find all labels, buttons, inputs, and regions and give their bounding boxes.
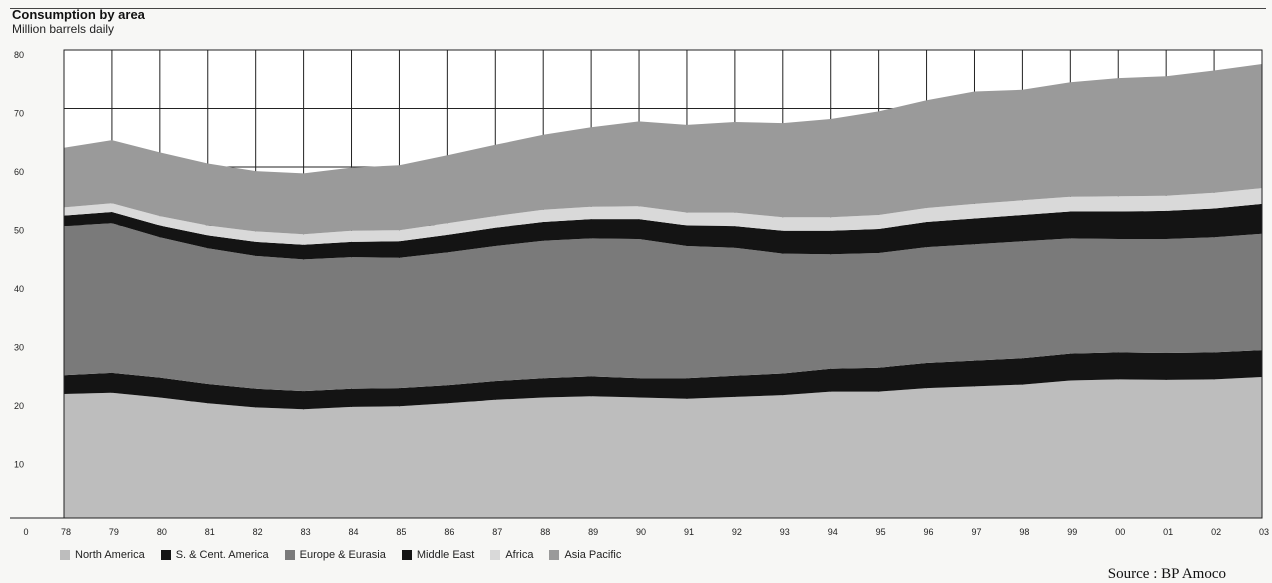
x-tick-label: 94	[828, 527, 838, 537]
legend-swatch-north-america	[60, 550, 70, 560]
legend-label: Middle East	[416, 549, 475, 561]
legend-label: Europe & Eurasia	[299, 549, 386, 561]
x-tick-label: 98	[1019, 527, 1029, 537]
y-tick-label: 10	[14, 460, 24, 470]
y-tick-label: 20	[14, 401, 24, 411]
legend-item-asia-pacific: Asia Pacific	[549, 549, 621, 561]
area-series-s-cent-america	[64, 350, 1262, 410]
legend-item-s-cent-america: S. & Cent. America	[160, 549, 269, 561]
legend-swatch-africa	[490, 550, 501, 560]
legend-item-africa: Africa	[490, 549, 533, 561]
x-tick-label: 81	[205, 527, 215, 537]
x-tick-label: 86	[444, 527, 454, 537]
x-tick-label: 95	[876, 527, 886, 537]
x-tick-label: 82	[253, 527, 263, 537]
legend-label: Africa	[505, 549, 534, 561]
x-tick-label: 0	[23, 527, 28, 537]
area-series-europe-eurasia	[64, 223, 1262, 392]
x-tick-label: 90	[636, 527, 646, 537]
area-chart: 10 20 30 40 50 60 70 80 0 78 79 80 81 82 83 84 85 86 87 88 8…	[10, 49, 1269, 537]
x-tick-label: 93	[780, 527, 790, 537]
x-tick-label: 87	[492, 527, 502, 537]
x-tick-label: 99	[1067, 527, 1077, 537]
legend-swatch-s-cent-america	[160, 550, 171, 560]
legend-swatch-middle-east	[401, 550, 412, 560]
x-tick-label: 92	[732, 527, 742, 537]
x-tick-label: 01	[1163, 527, 1173, 537]
x-tick-label: 91	[684, 527, 694, 537]
legend-item-europe-eurasia: Europe & Eurasia	[284, 549, 386, 561]
y-tick-label: 60	[14, 167, 24, 177]
y-tick-label: 30	[14, 343, 24, 353]
x-tick-label: 80	[157, 527, 167, 537]
y-tick-label: 50	[14, 226, 24, 236]
x-tick-label: 88	[540, 527, 550, 537]
x-tick-label: 00	[1115, 527, 1125, 537]
x-tick-label: 02	[1211, 527, 1221, 537]
chart-title: Consumption by area	[12, 7, 145, 22]
y-tick-label: 40	[14, 284, 24, 294]
legend-label: S. & Cent. America	[175, 549, 269, 561]
area-series-africa	[64, 188, 1262, 245]
source-note: Source : BP Amoco	[1107, 566, 1226, 582]
y-tick-label: 80	[14, 50, 24, 60]
x-tick-label: 78	[61, 527, 71, 537]
x-tick-label: 79	[109, 527, 119, 537]
legend-item-north-america: North America	[60, 549, 145, 561]
y-axis-unit-label: Million barrels daily	[12, 22, 115, 36]
legend: North America S. & Cent. America Europe …	[60, 549, 621, 561]
legend-swatch-asia-pacific	[549, 550, 560, 560]
x-tick-label: 89	[588, 527, 598, 537]
legend-label: North America	[75, 549, 145, 561]
x-tick-label: 96	[924, 527, 934, 537]
x-tick-label: 97	[971, 527, 981, 537]
x-tick-label: 83	[301, 527, 311, 537]
y-tick-label: 70	[14, 109, 24, 119]
area-series-north-america	[64, 377, 1262, 518]
top-rule	[10, 8, 1266, 9]
legend-label: Asia Pacific	[564, 549, 622, 561]
area-series-asia-pacific	[64, 64, 1262, 235]
legend-swatch-europe-eurasia	[284, 550, 295, 560]
x-tick-label: 84	[349, 527, 359, 537]
legend-item-middle-east: Middle East	[401, 549, 475, 561]
x-tick-label: 03	[1259, 527, 1269, 537]
area-series-middle-east	[64, 203, 1262, 260]
x-tick-label: 85	[396, 527, 406, 537]
